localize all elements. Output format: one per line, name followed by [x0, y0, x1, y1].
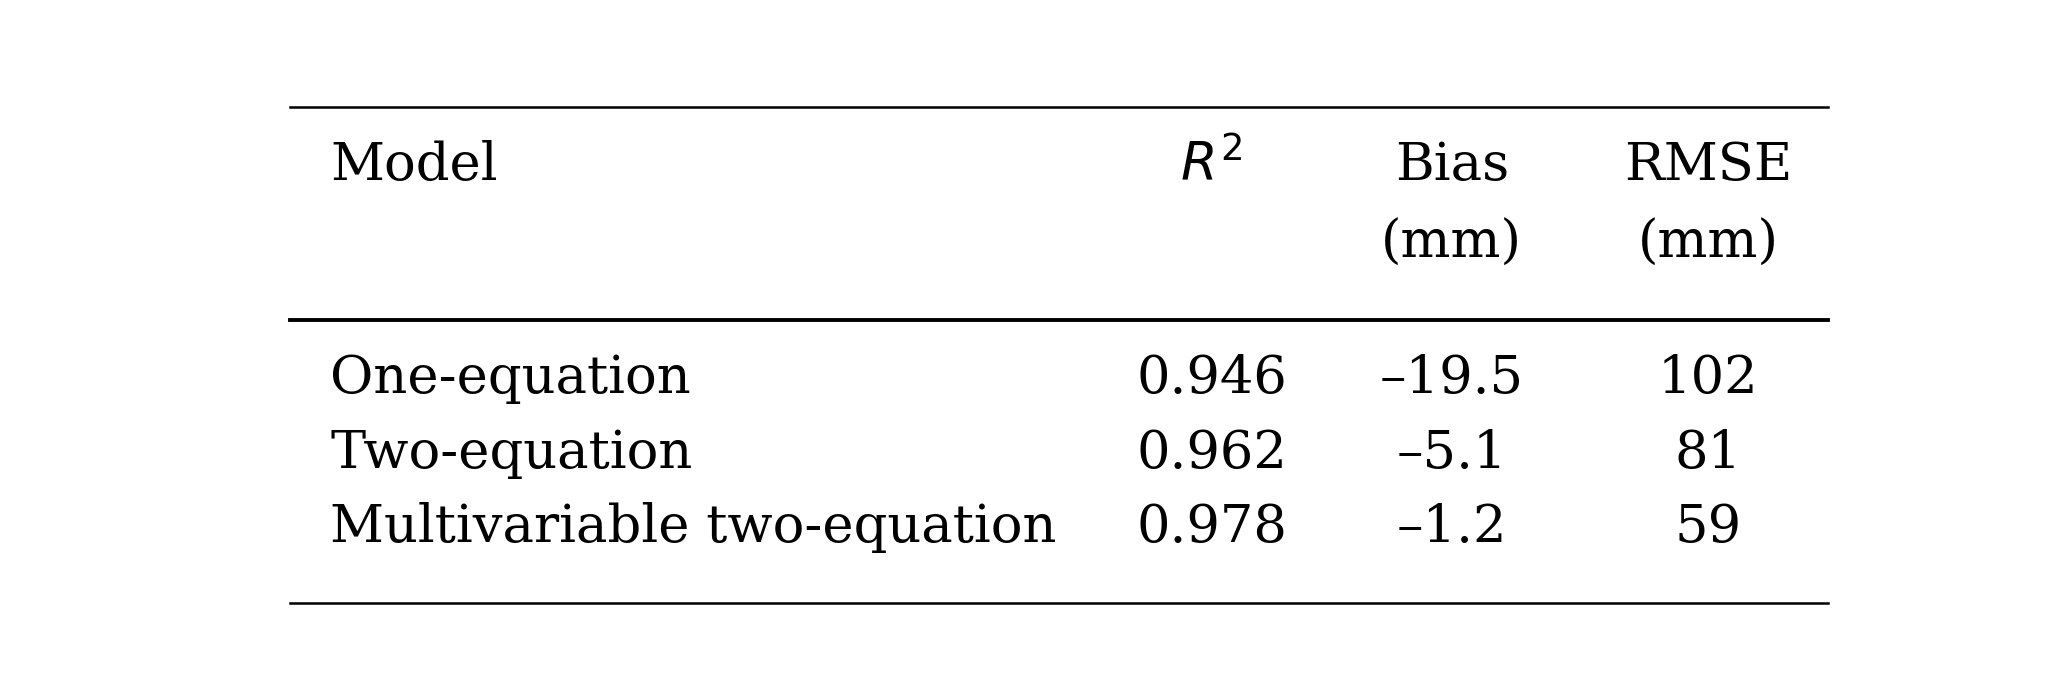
Text: (mm): (mm) [1637, 217, 1778, 268]
Text: –5.1: –5.1 [1397, 428, 1507, 479]
Text: (mm): (mm) [1381, 217, 1521, 268]
Text: –1.2: –1.2 [1397, 502, 1507, 554]
Text: 0.962: 0.962 [1137, 428, 1288, 479]
Text: RMSE: RMSE [1625, 140, 1792, 191]
Text: 59: 59 [1674, 502, 1742, 554]
Text: 81: 81 [1674, 428, 1742, 479]
Text: Multivariable two-equation: Multivariable two-equation [331, 502, 1056, 554]
Text: $R^2$: $R^2$ [1180, 140, 1242, 192]
Text: 0.978: 0.978 [1137, 502, 1288, 554]
Text: 102: 102 [1658, 354, 1759, 404]
Text: One-equation: One-equation [331, 354, 690, 404]
Text: Bias: Bias [1395, 140, 1509, 191]
Text: 0.946: 0.946 [1137, 354, 1288, 404]
Text: –19.5: –19.5 [1381, 354, 1523, 404]
Text: Model: Model [331, 140, 498, 191]
Text: Two-equation: Two-equation [331, 428, 692, 479]
